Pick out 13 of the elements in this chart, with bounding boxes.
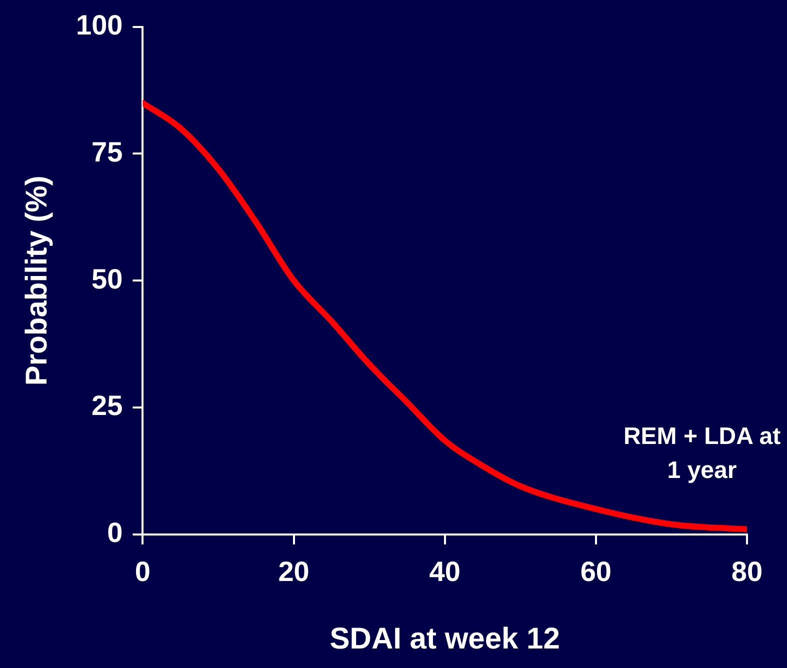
x-axis-title: SDAI at week 12 <box>330 622 560 656</box>
x-tick-label: 80 <box>731 556 763 587</box>
y-axis-title: Probability (%) <box>20 176 54 386</box>
x-tick-label: 0 <box>134 556 151 587</box>
annotation: REM + LDA at 1 year <box>622 422 782 486</box>
y-tick-label: 25 <box>92 390 123 422</box>
y-tick-label: 100 <box>76 10 123 41</box>
x-tick-label: 20 <box>278 556 310 587</box>
y-tick-label: 75 <box>92 136 123 168</box>
y-tick-label: 50 <box>92 263 123 294</box>
y-tick-label: 0 <box>107 517 123 548</box>
x-tick-label: 40 <box>429 556 460 587</box>
x-tick-label: 60 <box>580 556 612 587</box>
